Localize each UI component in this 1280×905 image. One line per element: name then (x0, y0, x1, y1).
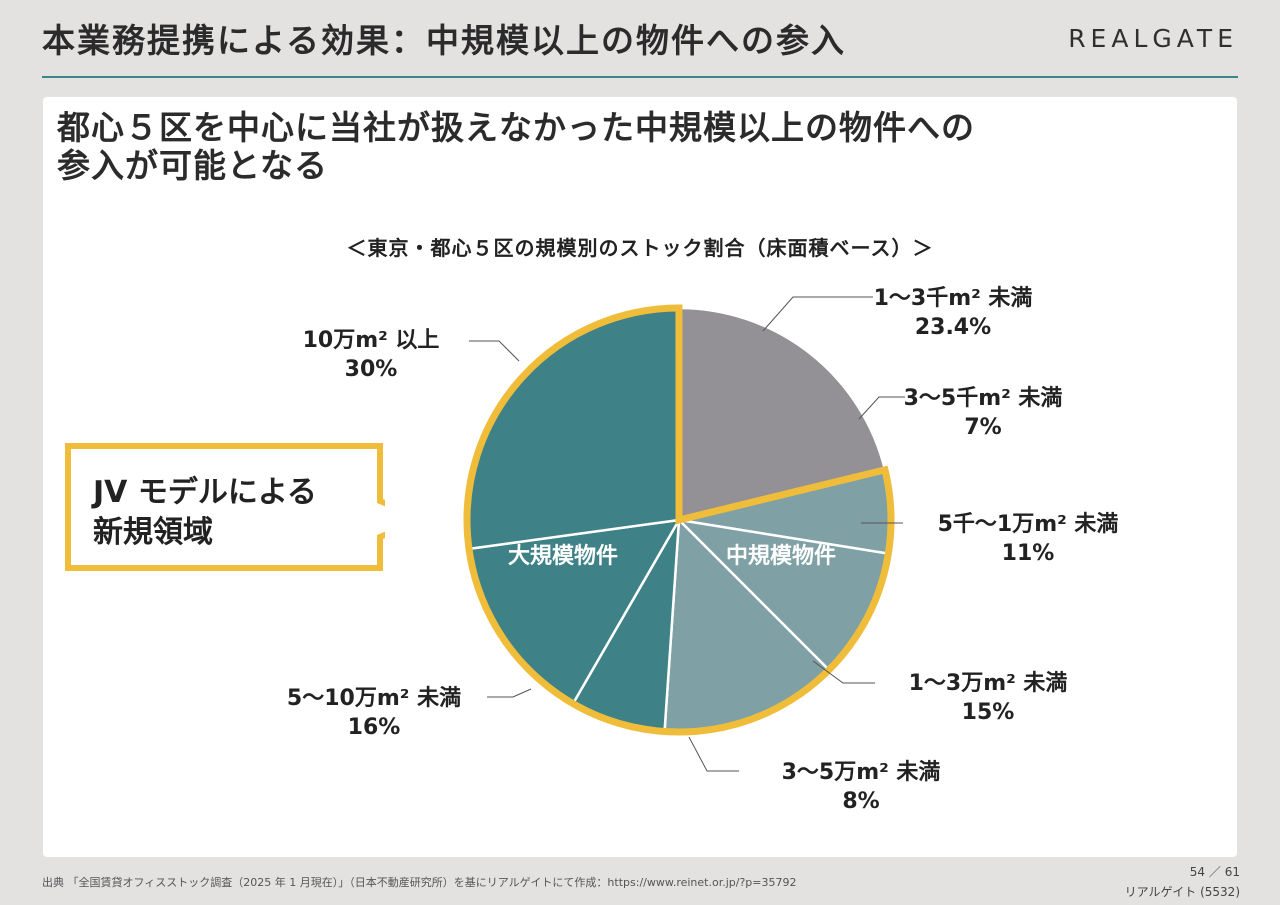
slice-label-5: 3〜5万m² 未満 (782, 759, 941, 785)
source-note: 出典 「全国賃貸オフィスストック調査（2025 年 1 月現在）」（日本不動産研… (42, 876, 797, 889)
slice-value-2: 7% (964, 415, 1001, 440)
title-divider (42, 76, 1238, 78)
medium-property-label: 中規模物件 (726, 543, 836, 569)
total-pages: 61 (1224, 865, 1240, 879)
slice-label-6: 5〜10万m² 未満 (287, 685, 461, 711)
slice-value-1: 23.4% (915, 315, 991, 340)
leader-line-7 (469, 340, 520, 362)
slice-label-2: 3〜5千m² 未満 (904, 385, 1063, 411)
callout-box (65, 443, 385, 571)
chart-title: ＜東京・都心５区の規模別のストック割合（床面積ベース）＞ (346, 236, 934, 260)
slice-label-7: 10万m² 以上 (303, 328, 440, 353)
large-property-label: 大規模物件 (508, 543, 618, 569)
slice-label-1: 1〜3千m² 未満 (874, 285, 1033, 311)
company-ticker: リアルゲイト (5532) (1124, 885, 1240, 899)
leader-line-1 (762, 296, 873, 332)
callout-line-2: 新規領域 (93, 515, 213, 550)
page-number: 54 ／ 61 (1190, 863, 1240, 880)
leader-line-5 (688, 736, 739, 772)
headline-line-2: 参入が可能となる (57, 146, 329, 185)
slice-value-6: 16% (348, 715, 401, 740)
jv-highlight-outline (463, 304, 895, 736)
headline-line-1: 都心５区を中心に当社が扱えなかった中規模以上の物件への (57, 108, 975, 147)
callout-text: JV モデルによる 新規領域 (93, 473, 317, 553)
callout-line-1: JV モデルによる (93, 475, 317, 510)
headline: 都心５区を中心に当社が扱えなかった中規模以上の物件への 参入が可能となる (57, 109, 1217, 185)
leader-line-2 (858, 396, 905, 420)
content-card: 都心５区を中心に当社が扱えなかった中規模以上の物件への 参入が可能となる ＜東京… (43, 97, 1237, 857)
slice-label-3: 5千〜1万m² 未満 (938, 511, 1119, 537)
leader-line-6 (487, 688, 532, 698)
slice-value-5: 8% (842, 789, 879, 814)
page-separator: ／ (1208, 865, 1225, 879)
slice-label-4: 1〜3万m² 未満 (909, 670, 1068, 696)
company-logo: REALGATE (1068, 24, 1238, 53)
current-page: 54 (1189, 865, 1206, 879)
leader-line-4 (812, 660, 875, 684)
page-title: 本業務提携による効果：中規模以上の物件への参入 (42, 21, 847, 60)
slice-value-4: 15% (962, 700, 1015, 725)
pie-slice-1 (677, 306, 887, 522)
pie-slice-7 (465, 306, 681, 551)
pie-chart: 1〜3千m² 未満 23.4% 3〜5千m² 未満 7% 5千〜1万m² 未満 11% 1〜… (287, 285, 1119, 814)
slice-value-7: 30% (345, 357, 398, 382)
slice-value-3: 11% (1002, 541, 1055, 566)
